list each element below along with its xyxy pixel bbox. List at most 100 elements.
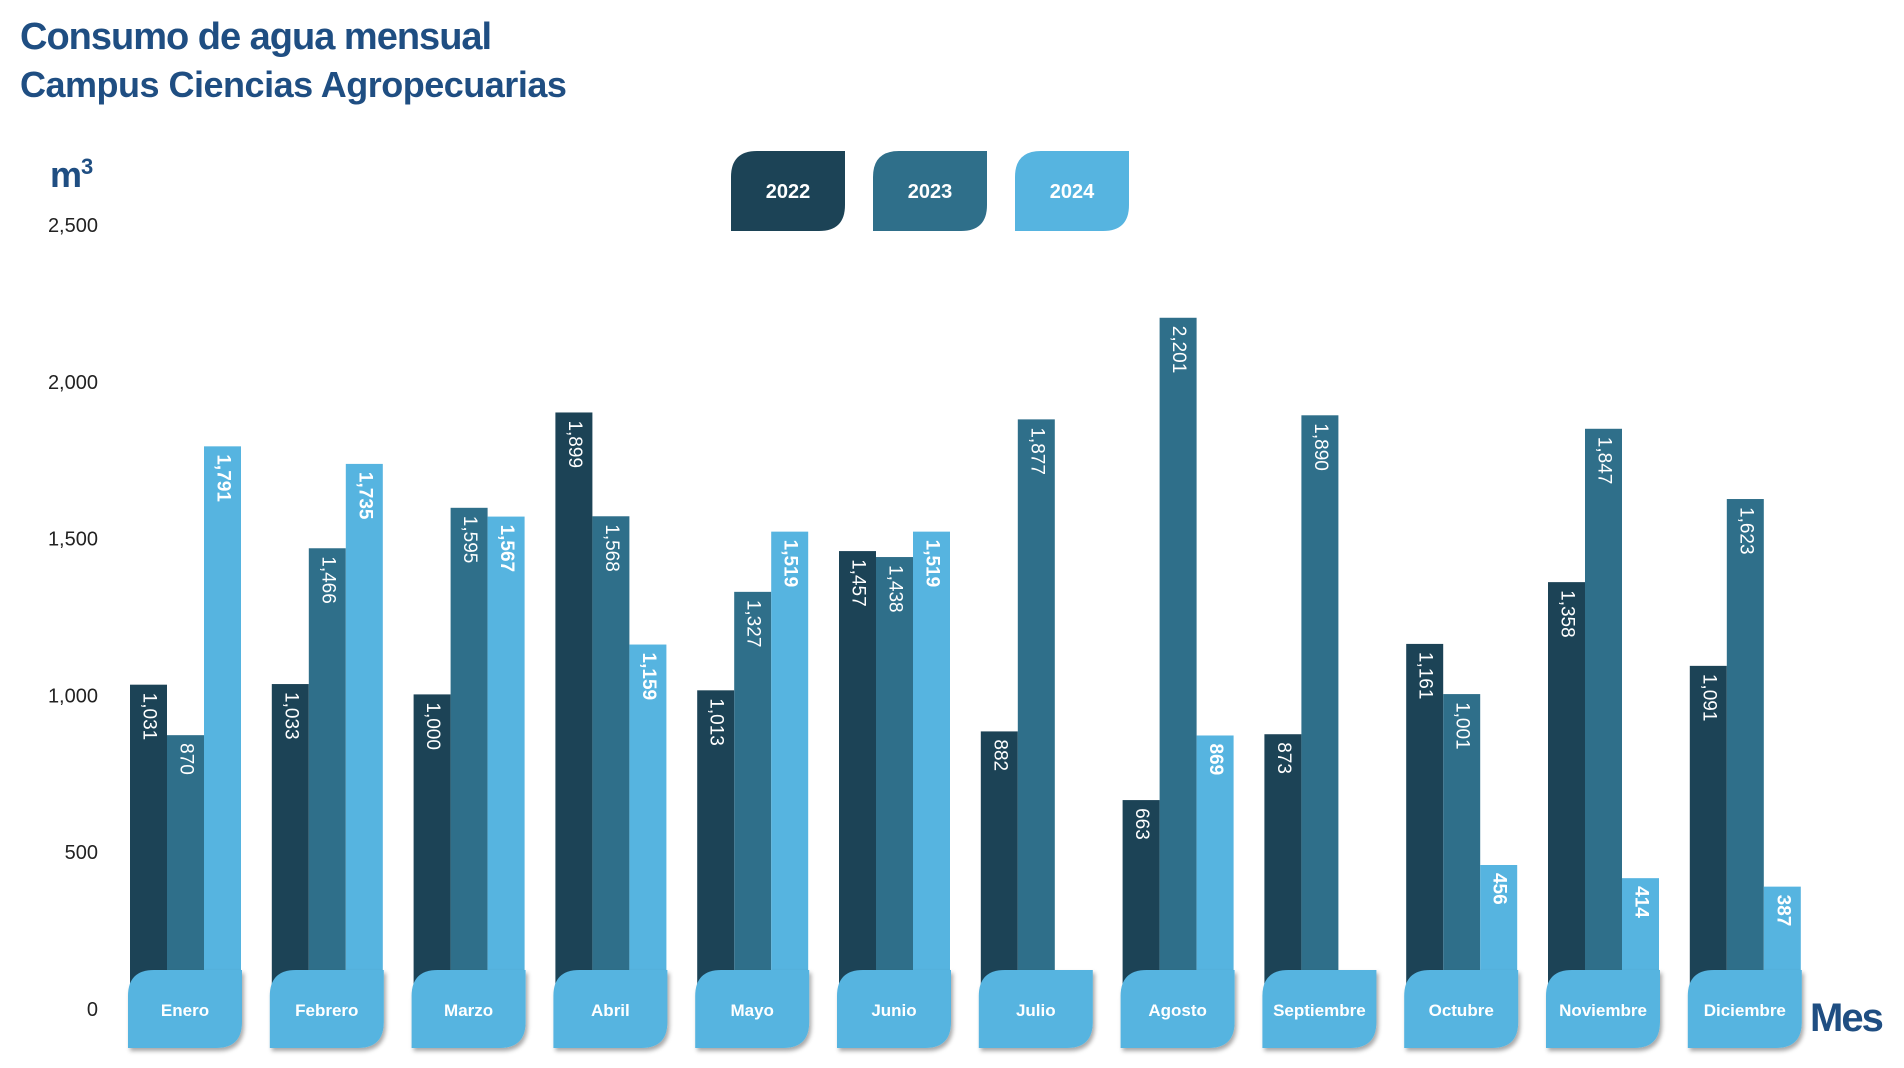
category-tab-agosto — [1120, 970, 1235, 1048]
bar-value-label: 1,358 — [1556, 590, 1577, 638]
x-tick-label: Junio — [871, 1001, 916, 1020]
bar-value-label: 1,623 — [1735, 507, 1756, 555]
chart-title: Consumo de agua mensual — [20, 16, 492, 58]
bar-value-label: 1,438 — [884, 565, 905, 613]
bar-value-label: 1,735 — [354, 472, 375, 520]
bar-julio-2022 — [980, 731, 1018, 1008]
x-tick-label: Agosto — [1148, 1001, 1207, 1020]
bar-value-label: 1,091 — [1698, 674, 1719, 722]
bar-enero-2022 — [130, 684, 167, 1008]
x-axis-label: Mes — [1810, 996, 1884, 1040]
bar-value-label: 663 — [1131, 808, 1152, 840]
x-tick-label: Marzo — [444, 1001, 493, 1020]
x-tick-label: Enero — [161, 1001, 209, 1020]
bar-value-label: 1,001 — [1452, 702, 1473, 750]
bar-noviembre-2023 — [1585, 428, 1622, 1009]
legend-swatch-2023 — [873, 151, 987, 231]
category-tab-octubre — [1404, 970, 1519, 1048]
bar-value-label: 1,899 — [564, 420, 585, 468]
bar-value-label: 1,013 — [706, 698, 727, 746]
bar-julio-2023 — [1017, 419, 1055, 1008]
bar-octubre-2022 — [1406, 643, 1444, 1008]
category-tab-junio — [837, 970, 951, 1048]
category-tab-diciembre — [1687, 970, 1802, 1048]
bar-value-label: 1,567 — [496, 525, 517, 573]
bar-value-label: 1,161 — [1415, 652, 1436, 700]
bar-value-label: 1,847 — [1593, 437, 1614, 485]
bar-value-label: 882 — [989, 739, 1010, 771]
bar-value-label: 1,000 — [422, 702, 443, 750]
bar-marzo-2022 — [413, 694, 451, 1008]
x-tick-label: Octubre — [1429, 1001, 1494, 1020]
x-tick-label: Julio — [1016, 1001, 1056, 1020]
x-tick-label: Febrero — [295, 1001, 358, 1020]
y-axis-unit-superscript: 3 — [81, 154, 93, 179]
bar-agosto-2024 — [1196, 735, 1234, 1008]
bar-marzo-2023 — [450, 507, 488, 1008]
y-tick-label: 1,500 — [48, 529, 98, 551]
y-tick-label: 2,000 — [48, 372, 98, 394]
bar-diciembre-2022 — [1689, 665, 1727, 1008]
bar-value-label: 1,159 — [638, 653, 659, 701]
bars: 1,031 870 1,791 1,033 1,466 1,735 1,000 1,595 1,… — [130, 317, 1801, 1009]
bar-abril-2024 — [629, 644, 667, 1008]
bar-agosto-2023 — [1159, 317, 1197, 1009]
bar-value-label: 387 — [1772, 895, 1793, 927]
category-tab-enero — [128, 970, 242, 1048]
bar-marzo-2024 — [487, 516, 525, 1008]
bar-junio-2023 — [876, 557, 913, 1008]
y-axis-unit: m — [50, 154, 82, 195]
legend-label-2024: 2024 — [1050, 181, 1095, 203]
y-tick-label: 2,500 — [48, 215, 98, 237]
x-tick-label: Diciembre — [1704, 1001, 1786, 1020]
legend-swatch-2024 — [1015, 151, 1129, 231]
bar-value-label: 1,568 — [601, 524, 622, 572]
bar-value-label: 1,595 — [459, 516, 480, 564]
x-tick-label: Noviembre — [1559, 1001, 1647, 1020]
bar-junio-2024 — [913, 531, 950, 1008]
category-tab-febrero — [269, 970, 384, 1048]
bar-value-label: 2,201 — [1168, 326, 1189, 374]
bar-enero-2023 — [167, 735, 204, 1008]
bar-value-label: 1,466 — [317, 556, 338, 604]
y-axis-ticks: 0 500 1,000 1,500 2,000 2,500 — [48, 215, 98, 1021]
bar-value-label: 1,519 — [921, 540, 942, 588]
y-axis-unit-label: m3 — [50, 154, 93, 196]
bar-value-label: 1,890 — [1310, 423, 1331, 471]
category-tab-septiembre — [1262, 970, 1377, 1048]
bar-febrero-2024 — [345, 463, 383, 1008]
legend-label-2023: 2023 — [908, 181, 953, 203]
bar-value-label: 414 — [1630, 886, 1651, 918]
bar-value-label: 1,457 — [847, 559, 868, 607]
bar-value-label: 873 — [1273, 742, 1294, 774]
bar-abril-2022 — [555, 412, 593, 1008]
category-tab-julio — [978, 970, 1093, 1048]
legend-label-2022: 2022 — [766, 181, 811, 203]
bar-noviembre-2022 — [1548, 582, 1585, 1008]
category-tab-noviembre — [1546, 970, 1660, 1048]
x-tick-label: Septiembre — [1273, 1001, 1366, 1020]
bar-febrero-2022 — [271, 684, 309, 1008]
bar-febrero-2023 — [308, 548, 346, 1008]
category-tab-marzo — [411, 970, 526, 1048]
category-tabs: Enero Febrero Marzo Abril Mayo Junio Julio Agos… — [128, 970, 1802, 1048]
y-tick-label: 1,000 — [48, 685, 98, 707]
category-tab-abril — [553, 970, 668, 1048]
x-tick-label: Abril — [591, 1001, 630, 1020]
bar-enero-2024 — [204, 446, 241, 1008]
bar-value-label: 1,031 — [138, 693, 159, 741]
bar-diciembre-2023 — [1726, 499, 1764, 1008]
bar-mayo-2022 — [697, 690, 735, 1008]
chart-subtitle: Campus Ciencias Agropecuarias — [20, 64, 567, 105]
bar-octubre-2023 — [1443, 694, 1481, 1008]
bar-value-label: 456 — [1489, 873, 1510, 905]
bar-septiembre-2022 — [1264, 734, 1302, 1008]
legend: 2022 2023 2024 — [731, 151, 1129, 231]
bar-value-label: 1,877 — [1026, 427, 1047, 475]
bar-mayo-2023 — [734, 591, 772, 1008]
bar-value-label: 1,033 — [280, 692, 301, 740]
category-tab-mayo — [695, 970, 810, 1048]
bar-value-label: 869 — [1205, 743, 1226, 775]
x-tick-label: Mayo — [730, 1001, 773, 1020]
